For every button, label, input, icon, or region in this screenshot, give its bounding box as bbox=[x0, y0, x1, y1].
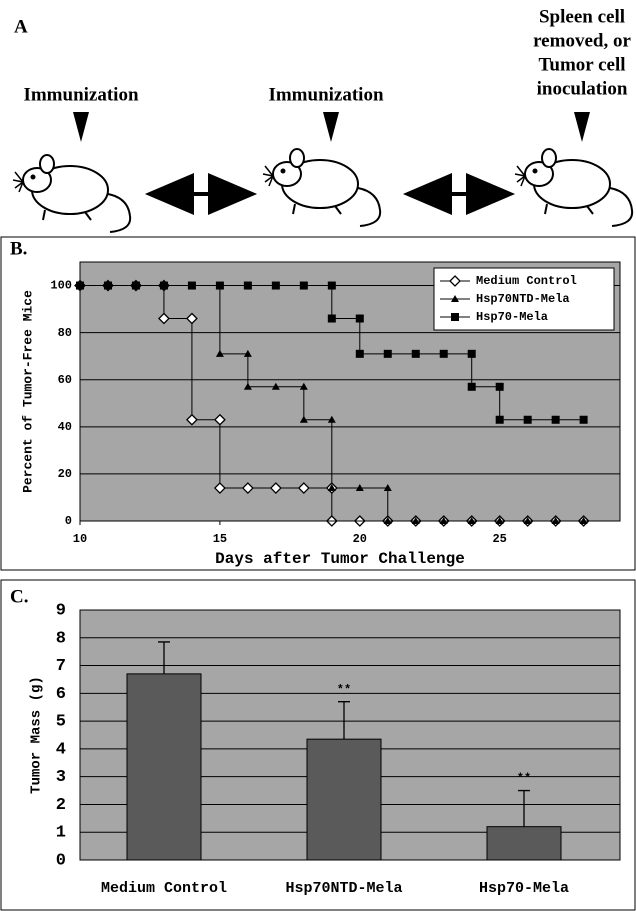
step-label: removed, or bbox=[533, 30, 631, 51]
marker bbox=[496, 383, 504, 391]
marker bbox=[104, 282, 112, 290]
marker bbox=[160, 282, 168, 290]
marker bbox=[440, 350, 448, 358]
mouse-icon bbox=[13, 155, 130, 232]
annotation: ** bbox=[517, 772, 531, 786]
marker bbox=[356, 350, 364, 358]
y-tick-label: 5 bbox=[56, 713, 66, 732]
y-tick-label: 9 bbox=[56, 601, 66, 620]
step-label: Immunization bbox=[268, 84, 384, 105]
marker bbox=[328, 282, 336, 290]
figure: A Immunization Immunization Spleen cell rem… bbox=[0, 0, 636, 911]
y-tick-label: 0 bbox=[56, 851, 66, 870]
y-tick-label: 60 bbox=[58, 373, 72, 387]
x-tick-label: 15 bbox=[213, 532, 227, 546]
y-tick-label: 20 bbox=[58, 467, 72, 481]
marker bbox=[216, 282, 224, 290]
step-label: Spleen cell bbox=[539, 6, 625, 27]
annotation: ** bbox=[337, 683, 351, 697]
marker bbox=[356, 315, 364, 323]
marker bbox=[580, 416, 588, 424]
x-tick-label: Medium Control bbox=[101, 880, 227, 897]
y-tick-label: 80 bbox=[58, 326, 72, 340]
marker bbox=[468, 383, 476, 391]
y-tick-label: 40 bbox=[58, 420, 72, 434]
marker bbox=[244, 282, 252, 290]
bar bbox=[307, 739, 381, 860]
y-tick-label: 2 bbox=[56, 796, 66, 815]
marker bbox=[328, 315, 336, 323]
mouse-icon bbox=[515, 149, 632, 226]
marker bbox=[552, 416, 560, 424]
y-tick-label: 100 bbox=[50, 279, 72, 293]
x-tick-label: 20 bbox=[353, 532, 367, 546]
step-label: inoculation bbox=[537, 78, 628, 99]
x-tick-label: Hsp70NTD-Mela bbox=[285, 880, 402, 897]
marker bbox=[412, 350, 420, 358]
marker bbox=[300, 282, 308, 290]
marker bbox=[384, 350, 392, 358]
y-tick-label: 8 bbox=[56, 629, 66, 648]
x-tick-label: Hsp70-Mela bbox=[479, 880, 569, 897]
legend-label: Medium Control bbox=[476, 274, 577, 288]
y-axis-title: Percent of Tumor-Free Mice bbox=[20, 290, 35, 493]
step-label: Tumor cell bbox=[538, 54, 625, 75]
bar bbox=[127, 674, 201, 860]
double-arrow bbox=[150, 176, 252, 212]
marker bbox=[132, 282, 140, 290]
x-tick-label: 10 bbox=[73, 532, 87, 546]
marker bbox=[496, 416, 504, 424]
x-axis-title: Days after Tumor Challenge bbox=[215, 550, 465, 568]
step-label: Immunization bbox=[23, 84, 139, 105]
marker bbox=[451, 313, 459, 321]
marker bbox=[524, 416, 532, 424]
double-arrow bbox=[408, 176, 510, 212]
y-tick-label: 6 bbox=[56, 685, 66, 704]
legend-label: Hsp70-Mela bbox=[476, 310, 548, 324]
panel-label: A bbox=[14, 16, 28, 37]
y-axis-title: Tumor Mass (g) bbox=[29, 676, 45, 794]
mouse-icon bbox=[263, 149, 380, 226]
panel-label: B. bbox=[10, 238, 27, 259]
y-tick-label: 0 bbox=[65, 514, 72, 528]
marker bbox=[272, 282, 280, 290]
x-tick-label: 25 bbox=[492, 532, 506, 546]
marker bbox=[188, 282, 196, 290]
y-tick-label: 7 bbox=[56, 657, 66, 676]
y-tick-label: 4 bbox=[56, 740, 66, 759]
bar bbox=[487, 827, 561, 860]
marker bbox=[468, 350, 476, 358]
panel-label: C. bbox=[10, 586, 28, 607]
y-tick-label: 1 bbox=[56, 824, 66, 843]
down-arrow bbox=[73, 112, 590, 142]
legend-label: Hsp70NTD-Mela bbox=[476, 292, 570, 306]
y-tick-label: 3 bbox=[56, 768, 66, 787]
